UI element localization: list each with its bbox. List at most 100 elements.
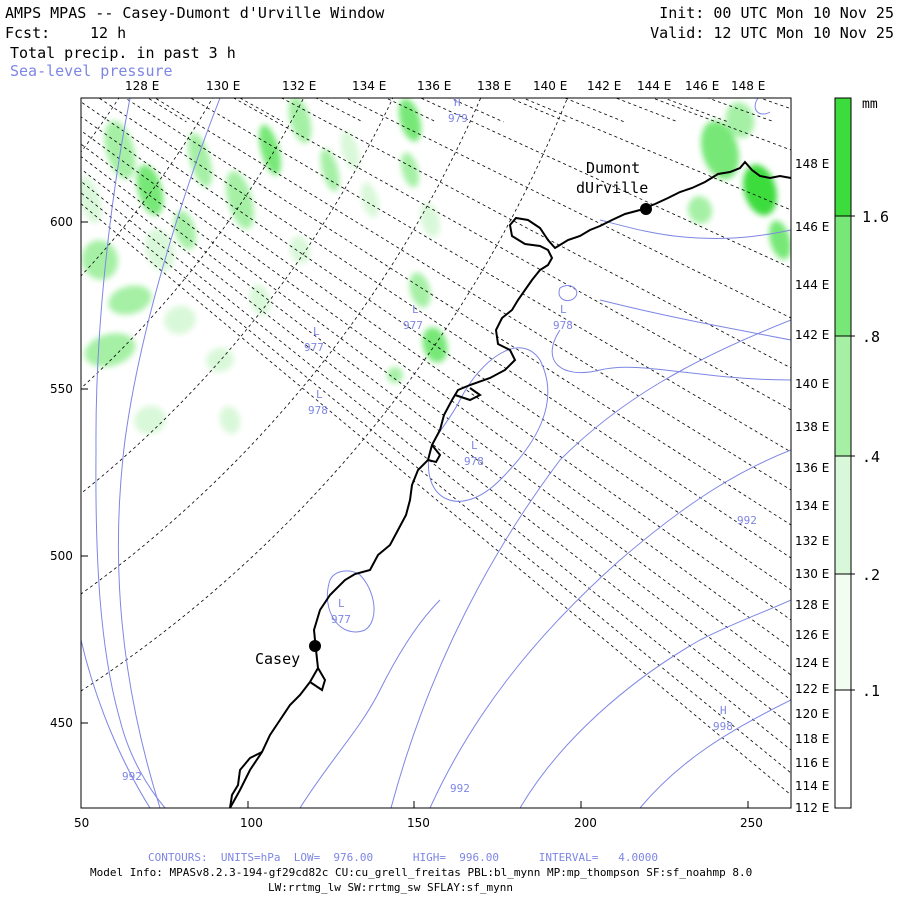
valid-time: Valid: 12 UTC Mon 10 Nov 25 (650, 24, 894, 42)
y-tick-label: 500 (50, 549, 73, 563)
colorbar-segment-1.6 (835, 98, 851, 216)
precip-patch (288, 98, 312, 144)
field-slp-label: Sea-level pressure (10, 62, 173, 80)
colorbar-label: .2 (862, 566, 880, 584)
right-lon-label: 136 E (795, 461, 829, 475)
colorbar-label: .4 (862, 448, 880, 466)
top-lon-label: 140 E (533, 79, 567, 93)
top-lon-label: 142 E (587, 79, 621, 93)
right-lon-label: 138 E (795, 420, 829, 434)
top-lon-label: 134 E (352, 79, 386, 93)
y-tick-label: 600 (50, 215, 73, 229)
pressure-value: 977 (403, 319, 423, 332)
field-precip-label: Total precip. in past 3 h (10, 44, 236, 62)
colorbar-segment-0.8 (835, 216, 851, 336)
pressure-value: 992 (737, 514, 757, 527)
precip-patch (725, 102, 755, 138)
precip-patch (134, 405, 166, 435)
contour-info: CONTOURS: UNITS=hPa LOW= 976.00 HIGH= 99… (148, 851, 658, 864)
pressure-kind: H (720, 704, 727, 717)
model-info-line2: LW:rrtmg_lw SW:rrtmg_sw SFLAY:sf_mynn (268, 881, 514, 894)
top-lon-label: 132 E (282, 79, 316, 93)
colorbar-unit: mm (862, 97, 878, 112)
coastline (229, 160, 791, 808)
top-lon-label: 148 E (731, 79, 765, 93)
right-lon-label: 148 E (795, 157, 829, 171)
pressure-kind: L (471, 439, 478, 452)
precip-patch (398, 98, 422, 142)
meridian-line (419, 98, 791, 269)
y-axis-labels: 600 550 500 450 (50, 215, 73, 730)
precip-patch (219, 406, 241, 434)
precip-patch (289, 236, 311, 264)
x-tick-label: 200 (574, 816, 597, 830)
top-lon-label: 130 E (206, 79, 240, 93)
right-lon-label: 128 E (795, 598, 829, 612)
colorbar-segment-zero (835, 690, 851, 808)
precip-patch (420, 202, 440, 238)
x-tick-label: 150 (407, 816, 430, 830)
colorbar-segment-0.1 (835, 574, 851, 690)
top-lon-label: 138 E (477, 79, 511, 93)
dumont-label-line2: dUrville (576, 179, 648, 197)
precip-patch (687, 196, 713, 224)
map-title: AMPS MPAS -- Casey-Dumont d'Urville Wind… (5, 4, 385, 22)
pressure-kind: L (412, 303, 419, 316)
top-lon-label: 144 E (637, 79, 671, 93)
precip-patch (387, 367, 403, 383)
precip-patch (174, 210, 196, 250)
dumont-label-line1: Dumont (586, 159, 640, 177)
plot-frame (80, 97, 792, 809)
y-tick-label: 550 (50, 382, 73, 396)
precip-patch (700, 120, 740, 180)
pressure-kind: L (560, 303, 567, 316)
meridian-line (124, 98, 791, 526)
right-lon-label: 130 E (795, 567, 829, 581)
forecast-label: Fcst: (5, 24, 51, 42)
precip-patch (206, 347, 234, 373)
pressure-value: 978 (553, 319, 573, 332)
right-lon-label: 134 E (795, 499, 829, 513)
casey-station-marker (309, 640, 321, 652)
init-time: Init: 00 UTC Mon 10 Nov 25 (659, 4, 894, 22)
colorbar-label: .1 (862, 682, 880, 700)
colorbar-segment-0.2 (835, 456, 851, 574)
pressure-kind: L (338, 597, 345, 610)
precip-patch (769, 220, 791, 260)
right-lon-label: 140 E (795, 377, 829, 391)
map-layers (81, 98, 791, 808)
forecast-hours: 12 h (90, 24, 127, 42)
right-lon-label: 132 E (795, 534, 829, 548)
precip-patch (409, 272, 431, 308)
right-lon-label: 114 E (795, 779, 829, 793)
top-lon-label: 136 E (417, 79, 451, 93)
precip-patch (226, 170, 254, 230)
right-lon-label: 144 E (795, 278, 829, 292)
pressure-kind: L (316, 388, 323, 401)
pressure-value: 992 (122, 770, 142, 783)
pressure-value: 977 (304, 341, 324, 354)
y-tick-label: 450 (50, 716, 73, 730)
pressure-value: 979 (448, 112, 468, 125)
precip-patch (81, 240, 119, 280)
pressure-value: 992 (450, 782, 470, 795)
meridian-line (81, 168, 791, 726)
pressure-value: 998 (713, 720, 733, 733)
plot-area (81, 98, 791, 808)
precip-patch (320, 148, 340, 192)
right-lon-label: 122 E (795, 682, 829, 696)
right-lon-label: 120 E (795, 707, 829, 721)
colorbar-label: .8 (862, 328, 880, 346)
pressure-kind: L (313, 325, 320, 338)
right-lon-label: 146 E (795, 220, 829, 234)
precip-patch (400, 152, 420, 188)
pressure-kind: H (454, 96, 461, 109)
dumont-durville-station-marker (640, 203, 652, 215)
meridian-line (81, 192, 791, 774)
meridian-line (81, 116, 791, 621)
pressure-value: 978 (308, 404, 328, 417)
precip-patch (164, 305, 196, 335)
precip-patch (81, 176, 102, 224)
precip-patch (108, 285, 152, 315)
